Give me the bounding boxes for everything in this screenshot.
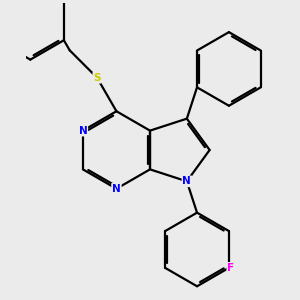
Text: N: N	[182, 176, 191, 186]
Text: N: N	[112, 184, 121, 194]
Text: F: F	[227, 263, 234, 273]
Text: N: N	[79, 126, 87, 136]
Text: S: S	[93, 73, 101, 83]
